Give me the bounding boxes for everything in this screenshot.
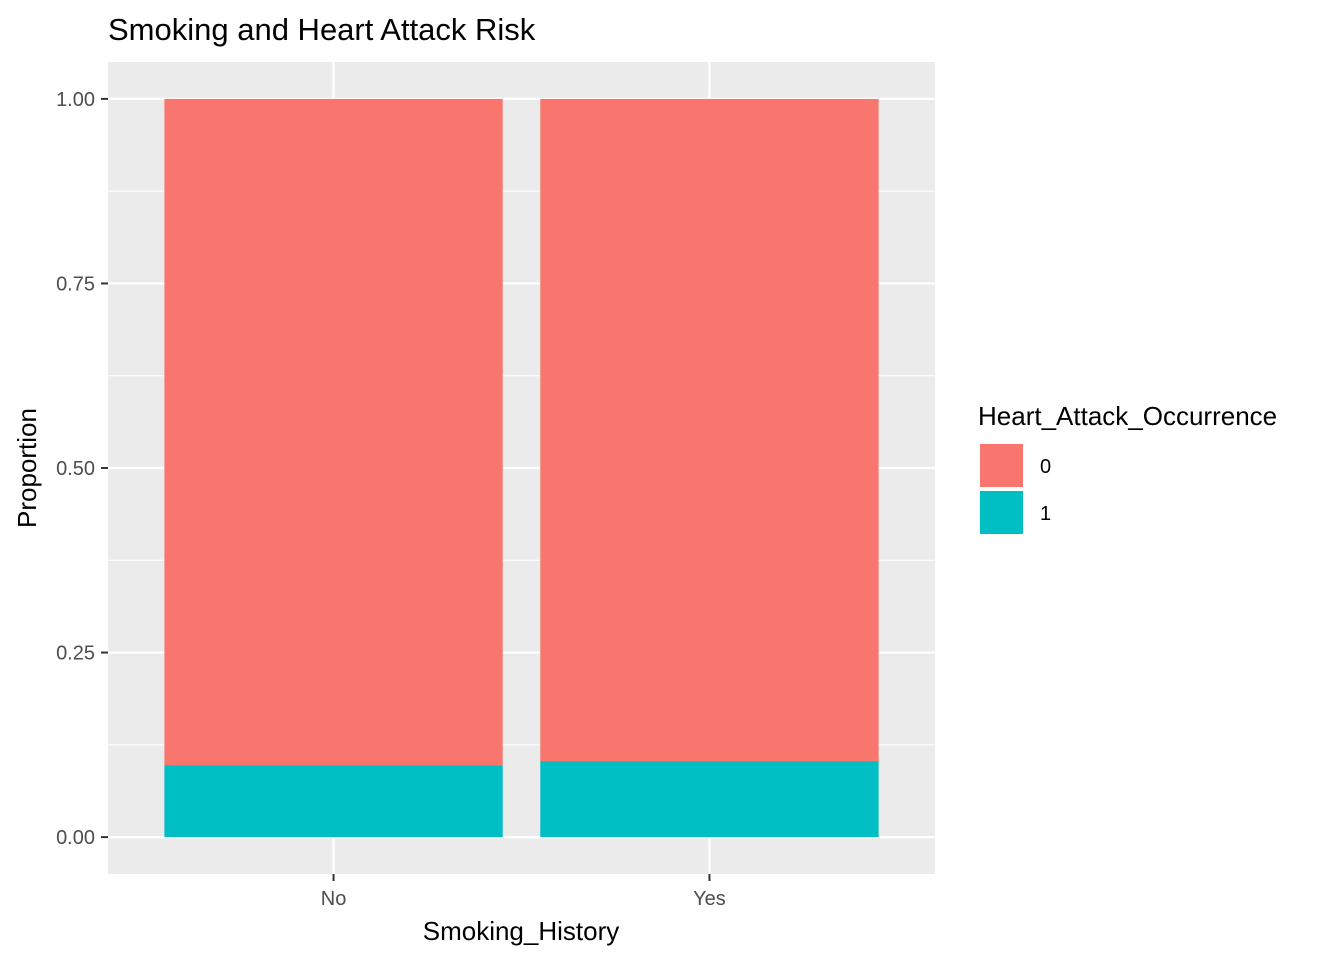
y-tick-label: 1.00 <box>56 89 95 111</box>
x-tick-label: No <box>321 888 347 910</box>
x-tick-label: Yes <box>693 888 726 910</box>
legend-label: 0 <box>1040 456 1051 478</box>
y-tick-label: 0.25 <box>56 643 95 665</box>
y-tick-label: 0.00 <box>56 827 95 849</box>
y-axis: 0.00 0.25 0.50 0.75 1.00 <box>56 89 108 849</box>
chart-title: Smoking and Heart Attack Risk <box>108 12 536 47</box>
legend-key-0 <box>978 442 1025 489</box>
x-axis-title: Smoking_History <box>423 916 620 946</box>
bars <box>164 98 879 838</box>
y-tick-label: 0.50 <box>56 458 95 480</box>
legend-label: 1 <box>1040 503 1051 525</box>
legend: Heart_Attack_Occurrence 0 1 <box>978 401 1277 536</box>
bar-no-series-0 <box>164 98 503 766</box>
y-tick-label: 0.75 <box>56 273 95 295</box>
legend-key-1 <box>978 489 1025 536</box>
x-axis: No Yes <box>321 874 726 910</box>
bar-yes-series-1 <box>540 761 879 838</box>
bar-no-series-1 <box>164 765 503 838</box>
legend-title: Heart_Attack_Occurrence <box>978 401 1277 431</box>
bar-yes-series-0 <box>540 98 879 762</box>
y-axis-title: Proportion <box>12 408 42 528</box>
